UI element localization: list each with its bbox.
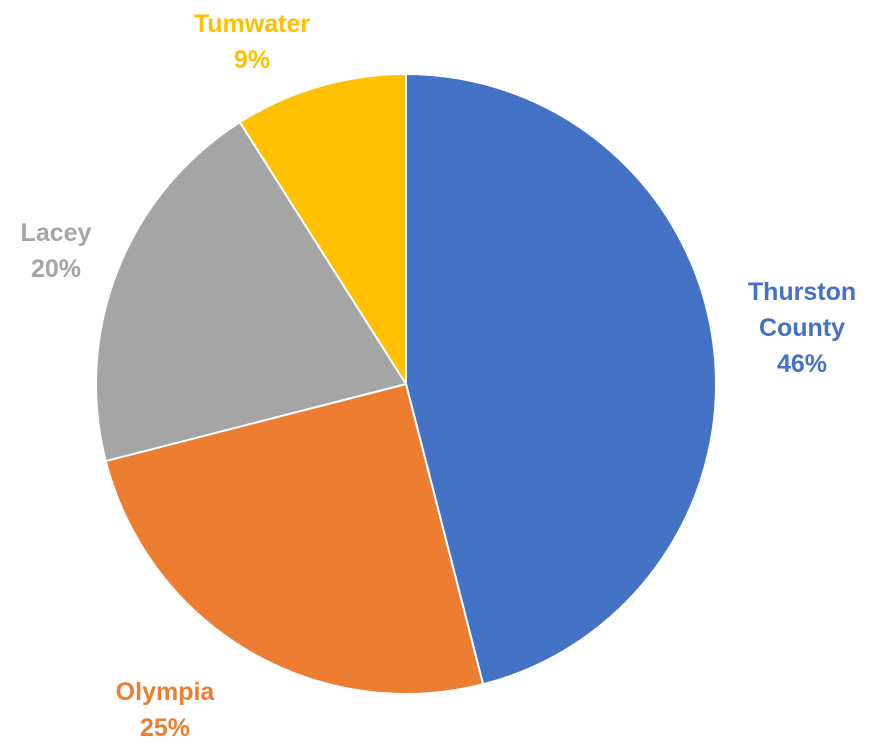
slice-label-1: Olympia 25%: [116, 678, 216, 742]
slice-label-0: Thurston County 46%: [748, 278, 856, 378]
pie-slice-3: [238, 73, 407, 385]
slice-name-label: County: [759, 314, 845, 342]
slice-percent-label: 46%: [777, 350, 827, 378]
slice-name-label: Thurston: [748, 278, 856, 306]
slice-label-3: Tumwater 9%: [194, 10, 310, 74]
pie-slice-2: [95, 121, 407, 463]
slice-percent-label: 9%: [234, 46, 270, 74]
slice-label-2: Lacey 20%: [21, 219, 92, 283]
slice-name-label: Tumwater: [194, 10, 310, 38]
slice-percent-label: 25%: [140, 714, 190, 742]
pie-slice-1: [104, 383, 485, 695]
slice-percent-label: 20%: [31, 255, 81, 283]
slice-name-label: Olympia: [116, 678, 216, 706]
pie-slices: [95, 73, 717, 695]
pie-slice-0: [405, 73, 717, 686]
pie-labels: Thurston County 46% Olympia 25% Lacey 20% Tumwa…: [21, 10, 857, 742]
slice-name-label: Lacey: [21, 219, 92, 247]
